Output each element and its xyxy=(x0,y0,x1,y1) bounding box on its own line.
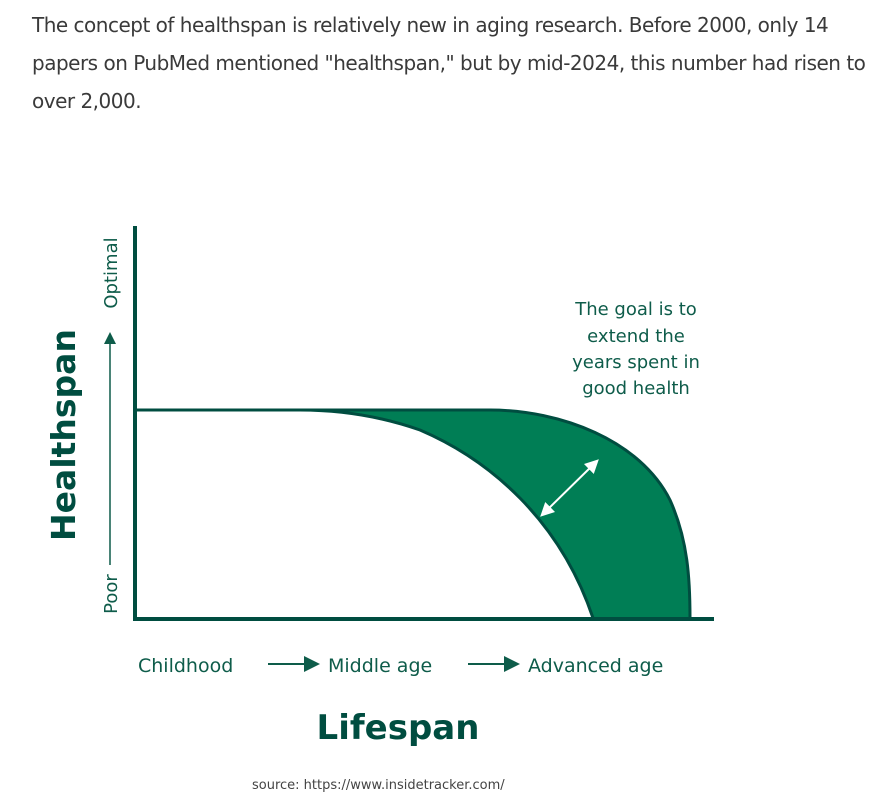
annotation-line: extend the xyxy=(587,326,685,347)
y-high-label: Optimal xyxy=(101,237,122,308)
x-stage-middle-age: Middle age xyxy=(328,655,432,677)
source-caption: source: https://www.insidetracker.com/ xyxy=(252,778,505,793)
intro-paragraph: The concept of healthspan is relatively … xyxy=(32,13,866,113)
x-stage-advanced-age: Advanced age xyxy=(528,655,663,677)
annotation-line: years spent in xyxy=(572,352,700,373)
x-axis-title: Lifespan xyxy=(317,708,480,748)
extended-healthspan-curve xyxy=(300,408,692,619)
y-axis-title: Healthspan xyxy=(44,329,83,541)
annotation-line: The goal is to xyxy=(574,299,697,320)
extended-health-area xyxy=(300,410,690,618)
extension-double-arrow xyxy=(540,459,599,517)
y-low-label: Poor xyxy=(101,574,122,614)
x-stage-childhood: Childhood xyxy=(138,655,233,677)
goal-annotation: The goal is to extend the years spent in… xyxy=(572,299,700,399)
annotation-line: good health xyxy=(582,378,690,399)
current-healthspan-curve xyxy=(137,408,595,619)
